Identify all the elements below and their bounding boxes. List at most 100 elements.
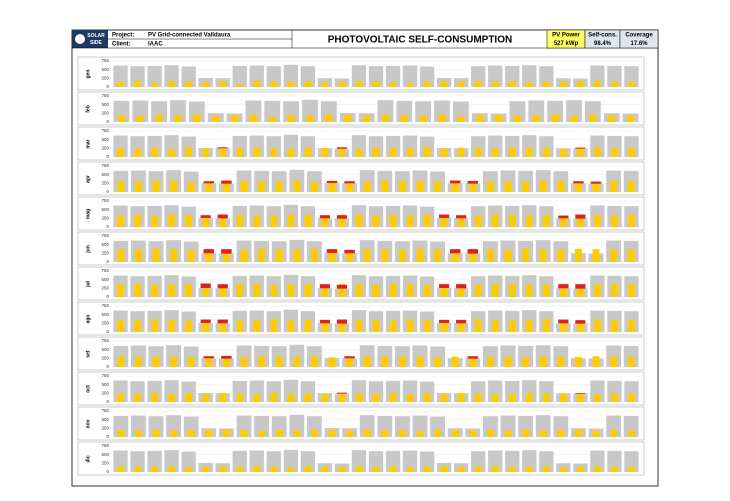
pv-bar xyxy=(211,116,220,122)
excess-bar xyxy=(336,392,348,394)
pv-bar xyxy=(270,284,278,297)
pv-bar xyxy=(230,115,239,122)
pv-bar xyxy=(270,466,278,472)
excess-bar xyxy=(221,355,232,359)
consumption-bar xyxy=(434,100,450,122)
pv-bar xyxy=(134,249,142,262)
y-tick-label: 500 xyxy=(101,347,109,352)
consumption-bar xyxy=(505,450,520,472)
pv-bar xyxy=(539,180,547,192)
pv-bar xyxy=(475,115,484,122)
pv-bar xyxy=(457,81,465,87)
chart-frame xyxy=(77,301,645,336)
consumption-bar xyxy=(402,380,418,402)
pv-bar xyxy=(594,466,601,472)
excess-bar xyxy=(319,215,331,219)
pv-bar xyxy=(389,392,397,402)
consumption-bar xyxy=(385,135,401,157)
pv-bar xyxy=(219,284,227,297)
pv-bar xyxy=(187,181,195,192)
pv-bar xyxy=(185,81,193,87)
consumption-bar xyxy=(300,381,316,402)
chart-frame xyxy=(77,196,645,231)
pv-bar xyxy=(457,319,465,332)
consumption-bar xyxy=(254,415,269,437)
pv-bar xyxy=(363,356,371,367)
pv-bar xyxy=(134,430,142,437)
pv-bar xyxy=(494,114,503,122)
y-tick-label: 250 xyxy=(101,111,109,116)
consumption-bar xyxy=(488,450,503,472)
excess-bar xyxy=(326,249,338,253)
pv-bar xyxy=(522,181,530,192)
pv-bar xyxy=(423,466,431,472)
consumption-bar xyxy=(359,345,375,367)
pv-bar xyxy=(592,249,600,262)
logo-text: SOLAR xyxy=(87,33,105,39)
pv-bar xyxy=(522,429,530,437)
consumption-bar xyxy=(483,346,498,367)
pv-bar xyxy=(222,429,230,437)
consumption-bar xyxy=(518,345,533,367)
consumption-bar xyxy=(113,135,128,157)
pv-bar xyxy=(275,356,283,367)
project-label: Project: xyxy=(112,33,134,39)
y-tick-label: 500 xyxy=(101,172,109,177)
consumption-bar xyxy=(236,345,252,367)
consumption-bar xyxy=(271,416,287,437)
y-tick-label: 750 xyxy=(101,408,109,413)
y-tick-label: 500 xyxy=(101,417,109,422)
pv-bar xyxy=(628,147,635,157)
consumption-bar xyxy=(283,379,298,402)
pv-bar xyxy=(594,284,601,297)
pv-bar xyxy=(628,284,635,297)
pv-bar xyxy=(338,392,346,402)
pv-bar xyxy=(355,319,363,332)
pv-bar xyxy=(434,249,442,262)
y-tick-label: 750 xyxy=(101,338,109,343)
pv-bar xyxy=(451,249,459,262)
consumption-bar xyxy=(419,66,435,87)
pv-bar xyxy=(219,81,227,87)
pv-bar xyxy=(151,147,158,157)
pv-bar xyxy=(542,81,550,87)
pv-bar xyxy=(610,356,618,367)
consumption-bar xyxy=(368,66,384,87)
excess-bar xyxy=(344,356,355,359)
excess-bar xyxy=(217,147,228,149)
pv-bar xyxy=(398,181,406,192)
pv-bar xyxy=(491,394,499,402)
pv-bar xyxy=(559,393,567,402)
consumption-bar xyxy=(368,451,384,472)
project-name: PV Grid-connected Valldaura xyxy=(148,33,231,39)
pv-bar xyxy=(406,148,414,157)
pv-bar xyxy=(522,248,530,262)
consumption-bar xyxy=(377,345,393,367)
excess-bar xyxy=(344,249,355,254)
pv-bar xyxy=(321,215,329,227)
y-tick-label: 500 xyxy=(101,452,109,457)
pv-bar xyxy=(219,319,227,332)
consumption-bar xyxy=(452,101,469,122)
y-tick-label: 500 xyxy=(101,382,109,387)
pv-bar xyxy=(293,356,301,367)
excess-bar xyxy=(217,284,228,289)
pv-bar xyxy=(423,147,431,157)
pv-bar xyxy=(304,466,312,472)
excess-bar xyxy=(336,147,348,149)
chart-frame xyxy=(77,231,645,266)
pv-bar xyxy=(611,319,618,332)
pv-bar xyxy=(491,214,499,227)
chart-frame xyxy=(77,126,645,161)
consumption-bar xyxy=(266,381,281,402)
pv-bar xyxy=(185,393,193,402)
month-label: mar xyxy=(85,139,91,148)
consumption-bar xyxy=(518,415,533,437)
consumption-bar xyxy=(500,415,516,437)
pv-bar xyxy=(346,356,354,367)
excess-bar xyxy=(467,249,479,254)
pv-bar xyxy=(525,284,533,297)
pv-bar xyxy=(607,115,616,122)
pv-bar xyxy=(240,356,248,367)
excess-bar xyxy=(221,249,232,254)
